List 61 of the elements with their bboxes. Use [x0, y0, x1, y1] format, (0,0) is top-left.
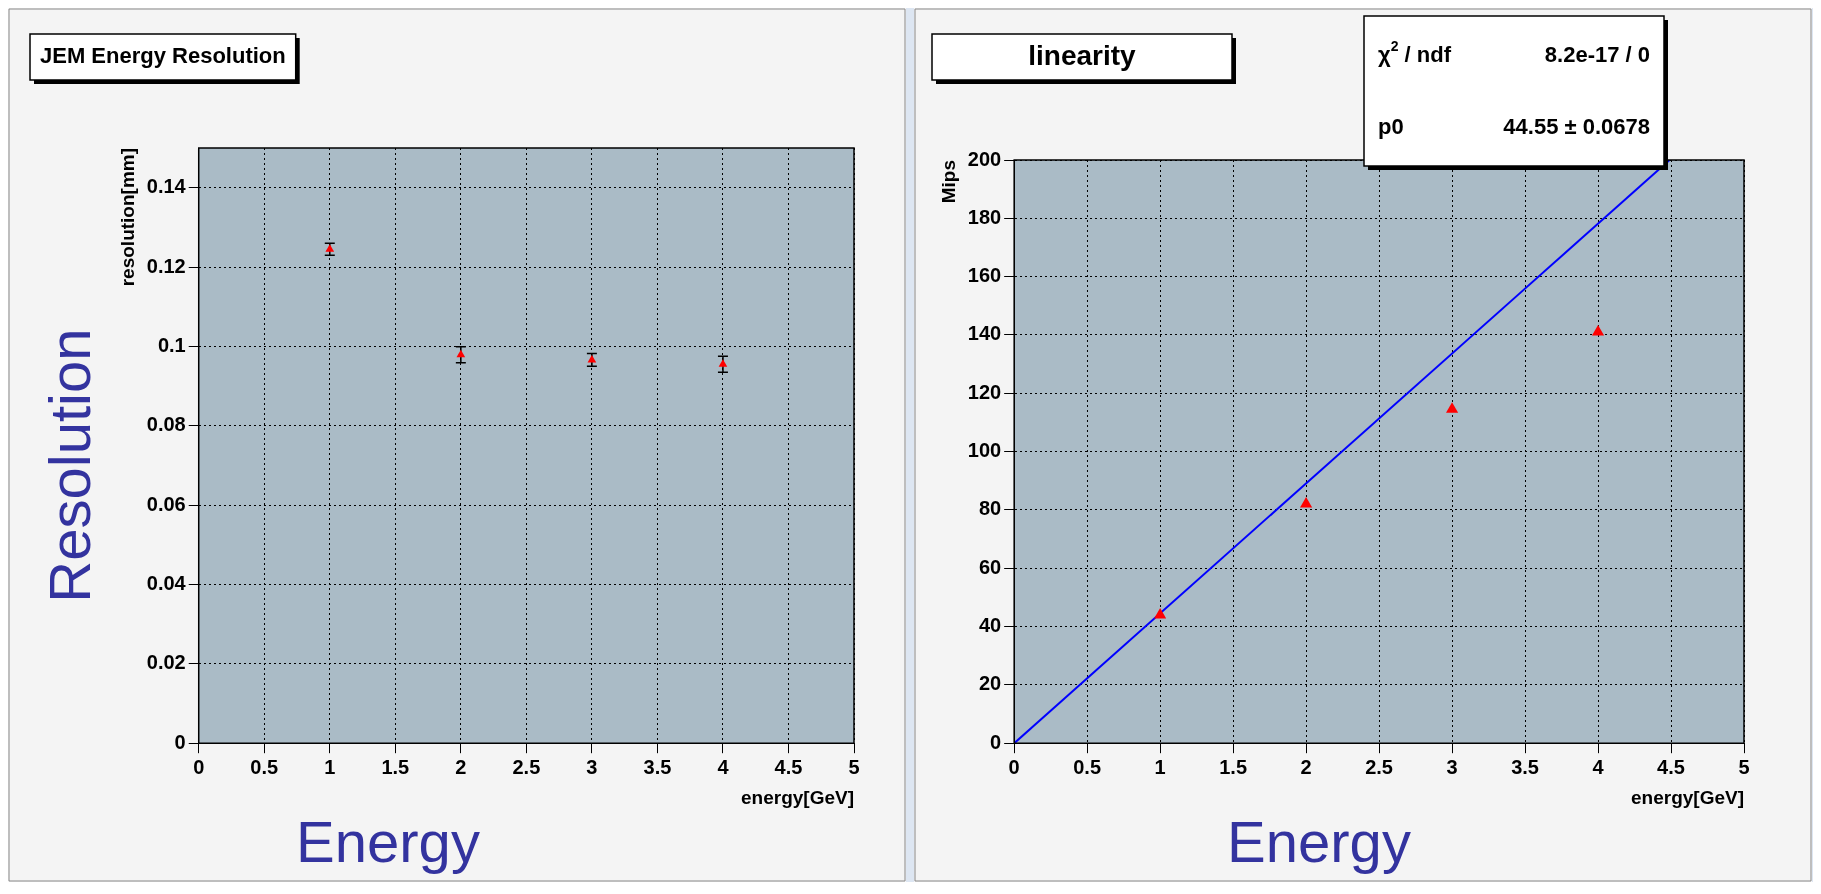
y-tick-label: 0.1 — [157, 333, 186, 356]
x-tick-label: 5 — [1738, 755, 1750, 778]
y-tick-label: 80 — [978, 497, 1002, 520]
y-tick-label: 0 — [990, 730, 1002, 753]
x-axis-title: energy[GeV] — [1631, 786, 1744, 808]
y-tick-label: 0 — [174, 730, 186, 753]
x-tick-label: 1.5 — [381, 755, 410, 778]
chart-title: JEM Energy Resolution — [39, 43, 286, 69]
point — [1591, 325, 1605, 336]
x-tick-label: 4.5 — [774, 755, 803, 778]
x-tick-label: 3 — [586, 755, 598, 778]
y-tick-label: 60 — [978, 555, 1002, 578]
point — [1154, 607, 1167, 619]
y-tick-label: 100 — [967, 439, 1002, 462]
y-tick-label: 0.06 — [146, 492, 186, 515]
chart-title: linearity — [1028, 39, 1137, 71]
x-tick-label: 3.5 — [643, 755, 672, 778]
x-tick-label: 0.5 — [1073, 755, 1102, 778]
text: p0 — [1378, 114, 1404, 140]
x-tick-label: 0 — [193, 755, 205, 778]
x-tick-label: 2 — [1300, 755, 1312, 778]
y-tick-label: 160 — [967, 264, 1002, 287]
point — [1446, 402, 1459, 413]
x-tick-label: 1.5 — [1219, 755, 1248, 778]
x-tick-label: 0.5 — [250, 755, 279, 778]
text: Resolution — [37, 328, 102, 603]
y-tick-label: 0.08 — [146, 413, 186, 436]
point — [587, 354, 597, 363]
x-tick-label: 2 — [455, 755, 467, 778]
text: 44.55 ± 0.0678 — [1503, 114, 1650, 140]
y-tick-label: 20 — [978, 672, 1002, 695]
y-tick-label: 0.12 — [146, 254, 186, 277]
x-tick-label: 2.5 — [512, 755, 541, 778]
y-tick-label: 0.02 — [146, 651, 186, 674]
x-tick-label: 4.5 — [1657, 755, 1685, 778]
y-axis-title: Mips — [937, 160, 959, 204]
x-tick-label: 1 — [1154, 755, 1166, 778]
point — [1300, 497, 1313, 508]
text: Energy — [296, 809, 480, 874]
x-tick-label: 3 — [1446, 755, 1458, 778]
point — [718, 359, 728, 367]
text: Energy — [1227, 809, 1411, 874]
y-tick-label: 120 — [967, 380, 1002, 403]
text: 8.2e-17 / 0 — [1544, 42, 1650, 68]
y-tick-label: 0.04 — [146, 572, 187, 594]
y-axis-title: resolution[mm] — [116, 148, 138, 287]
x-tick-label: 4 — [717, 755, 730, 778]
y-tick-label: 40 — [978, 614, 1002, 637]
y-tick-label: 0.14 — [146, 175, 187, 198]
y-tick-label: 200 — [967, 147, 1002, 170]
x-tick-label: 5 — [848, 755, 860, 778]
point — [456, 349, 466, 358]
x-tick-label: 3.5 — [1511, 755, 1539, 778]
point — [325, 244, 335, 252]
x-tick-label: 4 — [1592, 755, 1605, 778]
x-tick-label: 2.5 — [1365, 755, 1393, 778]
x-tick-label: 0 — [1008, 755, 1020, 778]
y-tick-label: 140 — [967, 322, 1002, 345]
y-tick-label: 180 — [967, 205, 1002, 228]
x-tick-label: 1 — [324, 755, 336, 778]
x-axis-title: energy[GeV] — [741, 786, 854, 808]
